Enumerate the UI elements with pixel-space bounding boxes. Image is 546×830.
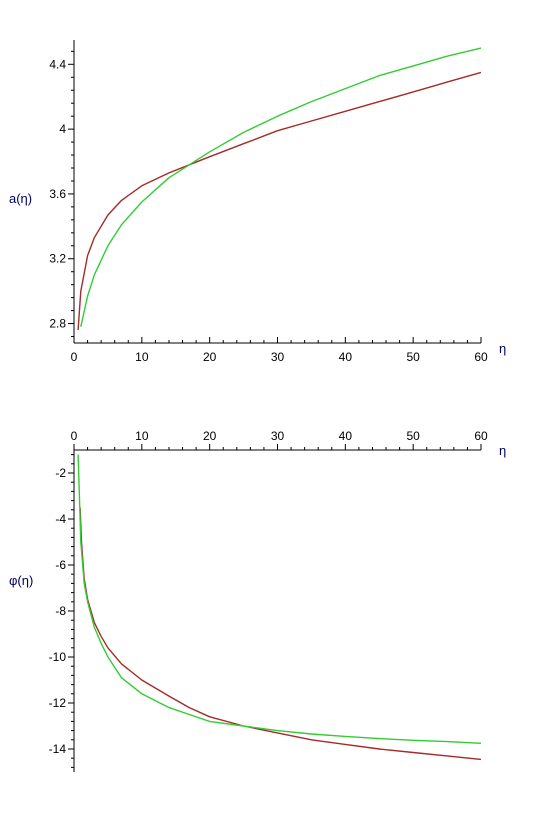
y-tick-label: 4.4	[49, 57, 66, 71]
y-tick-label: 2.8	[49, 317, 66, 331]
y-tick-label: -10	[49, 650, 67, 664]
series-line-2	[77, 454, 482, 744]
y-tick-label: -12	[49, 696, 67, 710]
x-tick-label: 10	[135, 350, 149, 364]
x-tick-label: 40	[339, 429, 353, 443]
y-tick-label: 3.6	[49, 187, 66, 201]
y-axis-title: a(η)	[9, 191, 32, 206]
y-tick-label: -8	[55, 604, 66, 618]
x-tick-label: 0	[71, 429, 78, 443]
y-tick-label: -6	[55, 558, 66, 572]
plot-phi-eta: 0 10 20 30 40 50 60 -2 -4 -6 -8 -10 -12 -14 η φ(η)	[9, 429, 506, 772]
x-tick-label: 0	[71, 350, 78, 364]
x-tick-label: 30	[271, 429, 285, 443]
y-tick-label: -2	[55, 466, 66, 480]
y-tick-label: -14	[49, 742, 67, 756]
x-tick-label: 40	[339, 350, 353, 364]
plot-a-eta: 0 10 20 30 40 50 60 2.8 3.2 3.6 4 4.4 η a(η)	[9, 40, 506, 364]
y-axis-title: φ(η)	[9, 573, 33, 588]
x-tick-label: 50	[406, 350, 420, 364]
x-axis-title: η	[499, 341, 506, 356]
y-tick-label: 4	[59, 122, 66, 136]
x-tick-label: 20	[203, 350, 217, 364]
series-line-1	[77, 71, 482, 331]
x-tick-label: 20	[203, 429, 217, 443]
x-axis-title: η	[499, 443, 506, 458]
y-tick-label: 3.2	[49, 252, 66, 266]
y-tick-label: -4	[55, 512, 66, 526]
x-tick-label: 10	[135, 429, 149, 443]
series-line-2	[80, 47, 482, 327]
x-tick-label: 30	[271, 350, 285, 364]
x-tick-label: 60	[474, 429, 488, 443]
x-tick-label: 60	[474, 350, 488, 364]
series-line-1	[79, 507, 482, 761]
x-tick-label: 50	[406, 429, 420, 443]
